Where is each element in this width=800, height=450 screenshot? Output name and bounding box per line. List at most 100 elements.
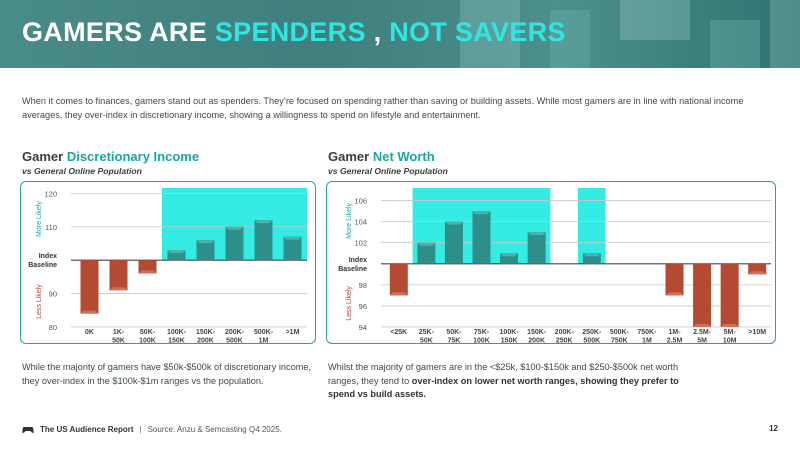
x-category-label: 1M- (668, 329, 681, 336)
x-category-label: 5M- (724, 329, 737, 336)
x-category-label: 100K (473, 338, 490, 345)
bar-cap (500, 253, 519, 257)
more-likely-label: More Likely (346, 202, 353, 238)
bar-cap (225, 226, 244, 230)
right-chart-subtitle: vs General Online Population (328, 166, 448, 176)
x-category-label: 500K (226, 338, 243, 345)
header-banner: GAMERS ARE SPENDERS , NOT SAVERS (0, 0, 800, 68)
right-footnote: Whilst the majority of gamers are in the… (328, 361, 698, 402)
bar-cap (720, 324, 739, 327)
bar (582, 253, 601, 264)
x-category-label: 200K- (225, 329, 245, 336)
bar (138, 260, 157, 274)
y-tick-label: 94 (359, 323, 367, 332)
x-category-label: 750K- (637, 329, 657, 336)
x-category-label: 100K (139, 338, 156, 345)
bar-cap (417, 242, 436, 246)
right-chart-panel: 94 96 98 102 104 106 Index Baseline More Likely L… (326, 181, 776, 345)
bar-cap (167, 250, 186, 254)
highlight-band (578, 188, 606, 264)
right-title-a: Gamer (328, 149, 370, 164)
x-category-label: 75K (448, 338, 461, 345)
x-category-label: 150K (501, 338, 518, 345)
x-category-label: 75K- (474, 329, 490, 336)
bar (748, 263, 767, 275)
y-tick-label: 106 (354, 197, 367, 206)
less-likely-label: Less Likely (346, 286, 353, 321)
page-title: GAMERS ARE SPENDERS , NOT SAVERS (22, 17, 566, 48)
x-category-label: 250K (556, 338, 573, 345)
bar-cap (444, 221, 463, 225)
baseline-label: Index (349, 257, 367, 264)
bar (527, 232, 546, 264)
x-category-label: 750K (611, 338, 628, 345)
bar-cap (80, 310, 99, 314)
bar-cap (527, 232, 546, 236)
bar (109, 260, 128, 291)
bar-cap (693, 324, 712, 327)
baseline-label: Index (39, 253, 57, 260)
x-category-label: 2.5M (667, 338, 683, 345)
x-category-label: 150K (168, 338, 185, 345)
x-category-label: 50K- (140, 329, 156, 336)
right-footnote-bold: over-index on lower net worth ranges, sh… (328, 375, 679, 400)
page-number: 12 (769, 424, 778, 433)
x-category-label: 0K (85, 329, 94, 336)
y-tick-label: 104 (354, 218, 367, 227)
net-worth-chart: 94 96 98 102 104 106 Index Baseline More Likely L… (338, 188, 771, 345)
bar (665, 263, 684, 296)
x-category-label: 200K (197, 338, 214, 345)
y-tick-label: 110 (45, 223, 57, 232)
bar (80, 260, 99, 314)
bar (225, 226, 244, 261)
y-tick-label: 96 (359, 302, 367, 311)
x-category-label: 100K- (500, 329, 520, 336)
bar (500, 253, 519, 264)
x-category-label: 200K (528, 338, 545, 345)
bar (167, 250, 186, 261)
x-category-label: 150K- (196, 329, 216, 336)
bar-cap (748, 271, 767, 275)
x-category-label: 1M (259, 338, 269, 345)
footer-separator: | (139, 424, 142, 434)
x-category-label: >1M (286, 329, 300, 336)
x-category-label: 500K- (610, 329, 630, 336)
x-category-label: <25K (390, 329, 407, 336)
x-category-label: 150K- (527, 329, 547, 336)
x-category-label: 500K- (254, 329, 274, 336)
x-category-label: 200K- (555, 329, 575, 336)
bar (693, 263, 712, 327)
x-category-label: 50K (420, 338, 433, 345)
x-category-label: 500K (583, 338, 600, 345)
header-pattern (460, 0, 800, 68)
x-category-label: 5M (697, 338, 707, 345)
y-tick-label: 80 (49, 323, 57, 332)
bar (417, 242, 436, 264)
x-category-label: 2.5M- (693, 329, 712, 336)
x-category-label: 100K- (167, 329, 187, 336)
x-category-label: 1M (642, 338, 652, 345)
footer-source: Source: Anzu & Semcasting Q4 2025. (147, 424, 282, 434)
bar-cap (254, 220, 273, 224)
intro-paragraph: When it comes to finances, gamers stand … (22, 96, 744, 120)
x-category-label: 250K- (582, 329, 602, 336)
footer: The US Audience Report | Source: Anzu & … (22, 424, 282, 434)
left-chart-subtitle: vs General Online Population (22, 166, 142, 176)
bar (389, 263, 408, 296)
bar-cap (582, 253, 601, 257)
left-chart-title: Gamer Discretionary Income (22, 149, 199, 164)
title-part-4: NOT SAVERS (389, 17, 566, 47)
bar (283, 236, 302, 261)
bar (444, 221, 463, 264)
bar-cap (665, 292, 684, 296)
y-tick-label: 120 (44, 189, 57, 198)
left-chart-panel: 80 90 110 120 Index Baseline More Likely Less L… (20, 181, 316, 345)
discretionary-income-chart: 80 90 110 120 Index Baseline More Likely Less L… (28, 188, 307, 345)
y-tick-label: 90 (49, 290, 57, 299)
bar-cap (389, 292, 408, 296)
bar (196, 240, 215, 261)
right-title-b: Net Worth (372, 149, 435, 164)
x-category-label: 25K- (419, 329, 435, 336)
baseline-label: Baseline (338, 266, 367, 273)
bar-cap (196, 240, 215, 244)
